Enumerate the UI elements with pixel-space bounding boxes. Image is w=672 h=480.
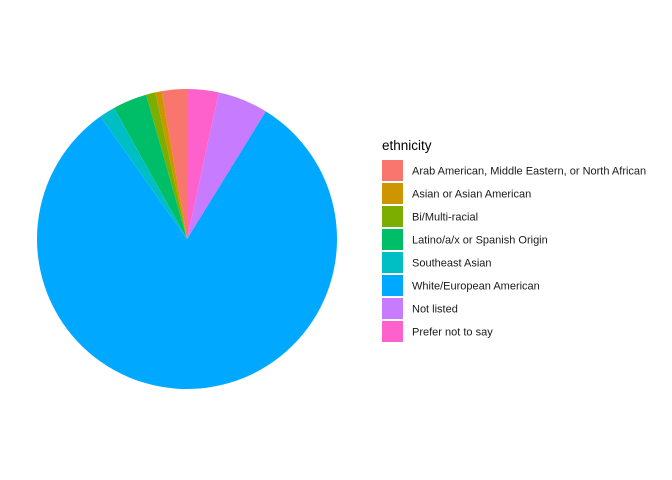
legend-label-white-european-american: White/European American xyxy=(412,281,540,293)
legend-key-prefer-not-to-say xyxy=(382,321,403,342)
legend-key-asian-or-asian-american xyxy=(382,183,403,204)
legend-key-latino-a-x-or-spanish-origin xyxy=(382,229,403,250)
legend-key-arab-american-middle-eastern-or-north-african xyxy=(382,160,403,181)
legend-label-asian-or-asian-american: Asian or Asian American xyxy=(412,189,531,201)
pie-slice-southeast-asian xyxy=(100,108,187,239)
pie-slices xyxy=(37,89,338,389)
legend-items: Arab American, Middle Eastern, or North … xyxy=(382,160,646,342)
pie-slice-not-listed xyxy=(187,92,266,239)
legend-key-not-listed xyxy=(382,298,403,319)
legend-label-latino-a-x-or-spanish-origin: Latino/a/x or Spanish Origin xyxy=(412,235,548,247)
pie-slice-latino-a-x-or-spanish-origin xyxy=(113,94,187,239)
legend-key-white-european-american xyxy=(382,275,403,296)
pie-slice-white-european-american xyxy=(37,111,338,389)
legend-label-bi-multi-racial: Bi/Multi-racial xyxy=(412,212,478,224)
legend-label-arab-american-middle-eastern-or-north-african: Arab American, Middle Eastern, or North … xyxy=(412,166,646,178)
legend-key-bi-multi-racial xyxy=(382,206,403,227)
pie-slice-asian-or-asian-american xyxy=(155,91,187,240)
legend-key-southeast-asian xyxy=(382,252,403,273)
legend-label-southeast-asian: Southeast Asian xyxy=(412,258,492,270)
pie-slice-bi-multi-racial xyxy=(146,92,187,239)
legend-label-prefer-not-to-say: Prefer not to say xyxy=(412,327,493,339)
legend: ethnicity Arab American, Middle Eastern,… xyxy=(382,138,646,342)
pie-slice-arab-american-middle-eastern-or-north-african xyxy=(161,89,187,239)
pie-slice-prefer-not-to-say xyxy=(187,89,219,239)
legend-label-not-listed: Not listed xyxy=(412,304,458,316)
legend-title: ethnicity xyxy=(382,138,432,153)
